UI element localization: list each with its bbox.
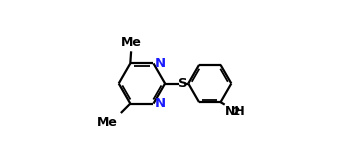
Text: Me: Me [121,36,142,49]
Text: N: N [155,57,166,70]
Text: N: N [155,97,166,110]
Text: Me: Me [97,116,118,129]
Text: 2: 2 [232,107,239,117]
Text: S: S [178,77,187,90]
Text: NH: NH [225,105,246,118]
